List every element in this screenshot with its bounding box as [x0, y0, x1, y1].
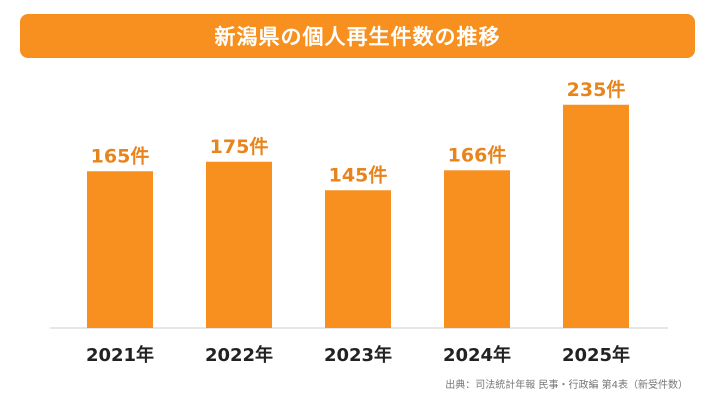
data-label-1: 175件: [210, 135, 269, 158]
x-tick-label-4: 2025年: [562, 344, 630, 366]
data-label-2: 145件: [329, 163, 388, 186]
bar-0: [87, 171, 153, 328]
bar-2: [325, 190, 391, 328]
source-note: 出典：司法統計年報 民事・行政編 第4表（新受件数）: [445, 380, 688, 391]
data-label-3: 166件: [448, 143, 507, 166]
x-tick-label-3: 2024年: [443, 344, 511, 366]
title-bar: 新潟県の個人再生件数の推移: [20, 14, 695, 58]
bar-4: [563, 104, 629, 328]
bar-1: [206, 161, 272, 328]
bar-3: [444, 170, 510, 328]
data-label-4: 235件: [567, 78, 626, 101]
x-tick-label-1: 2022年: [205, 344, 273, 366]
x-tick-label-0: 2021年: [86, 344, 154, 366]
data-label-0: 165件: [91, 144, 150, 167]
chart-title: 新潟県の個人再生件数の推移: [214, 25, 501, 49]
x-tick-label-2: 2023年: [324, 344, 392, 366]
